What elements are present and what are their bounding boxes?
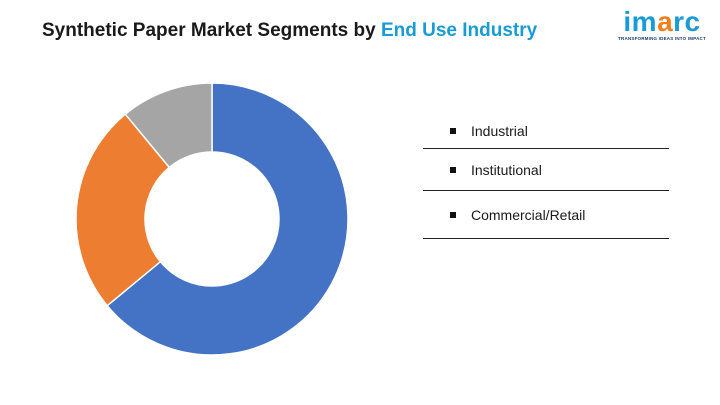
imarc-logo: imarc TRANSFORMING IDEAS INTO IMPACT [612,8,712,42]
donut-slice-industrial [106,82,349,356]
legend-label: Institutional [471,161,542,178]
bullet-icon [450,211,456,218]
logo-letter: r [673,6,685,37]
legend-item: Commercial/Retail [423,191,669,239]
logo-letter: i [623,6,632,37]
donut-slice-institutional [75,113,171,307]
logo-wordmark: imarc [612,8,712,36]
donut-slice-commercial-retail [124,82,213,169]
bullet-icon [450,166,456,173]
logo-letter: m [631,6,658,37]
page-title: Synthetic Paper Market Segments by End U… [42,20,537,42]
bullet-icon [450,128,456,134]
chart-legend: Industrial Institutional Commercial/Retail [423,114,669,239]
donut-chart [75,82,349,356]
logo-letter: a [657,6,674,37]
title-highlight: End Use Industry [380,20,538,41]
title-prefix: Synthetic Paper Market Segments by [42,20,381,41]
legend-item: Institutional [423,149,669,191]
legend-item: Industrial [423,114,669,149]
legend-label: Commercial/Retail [471,206,586,223]
logo-letter: c [684,6,701,37]
legend-label: Industrial [471,123,528,139]
logo-tagline: TRANSFORMING IDEAS INTO IMPACT [618,36,706,41]
